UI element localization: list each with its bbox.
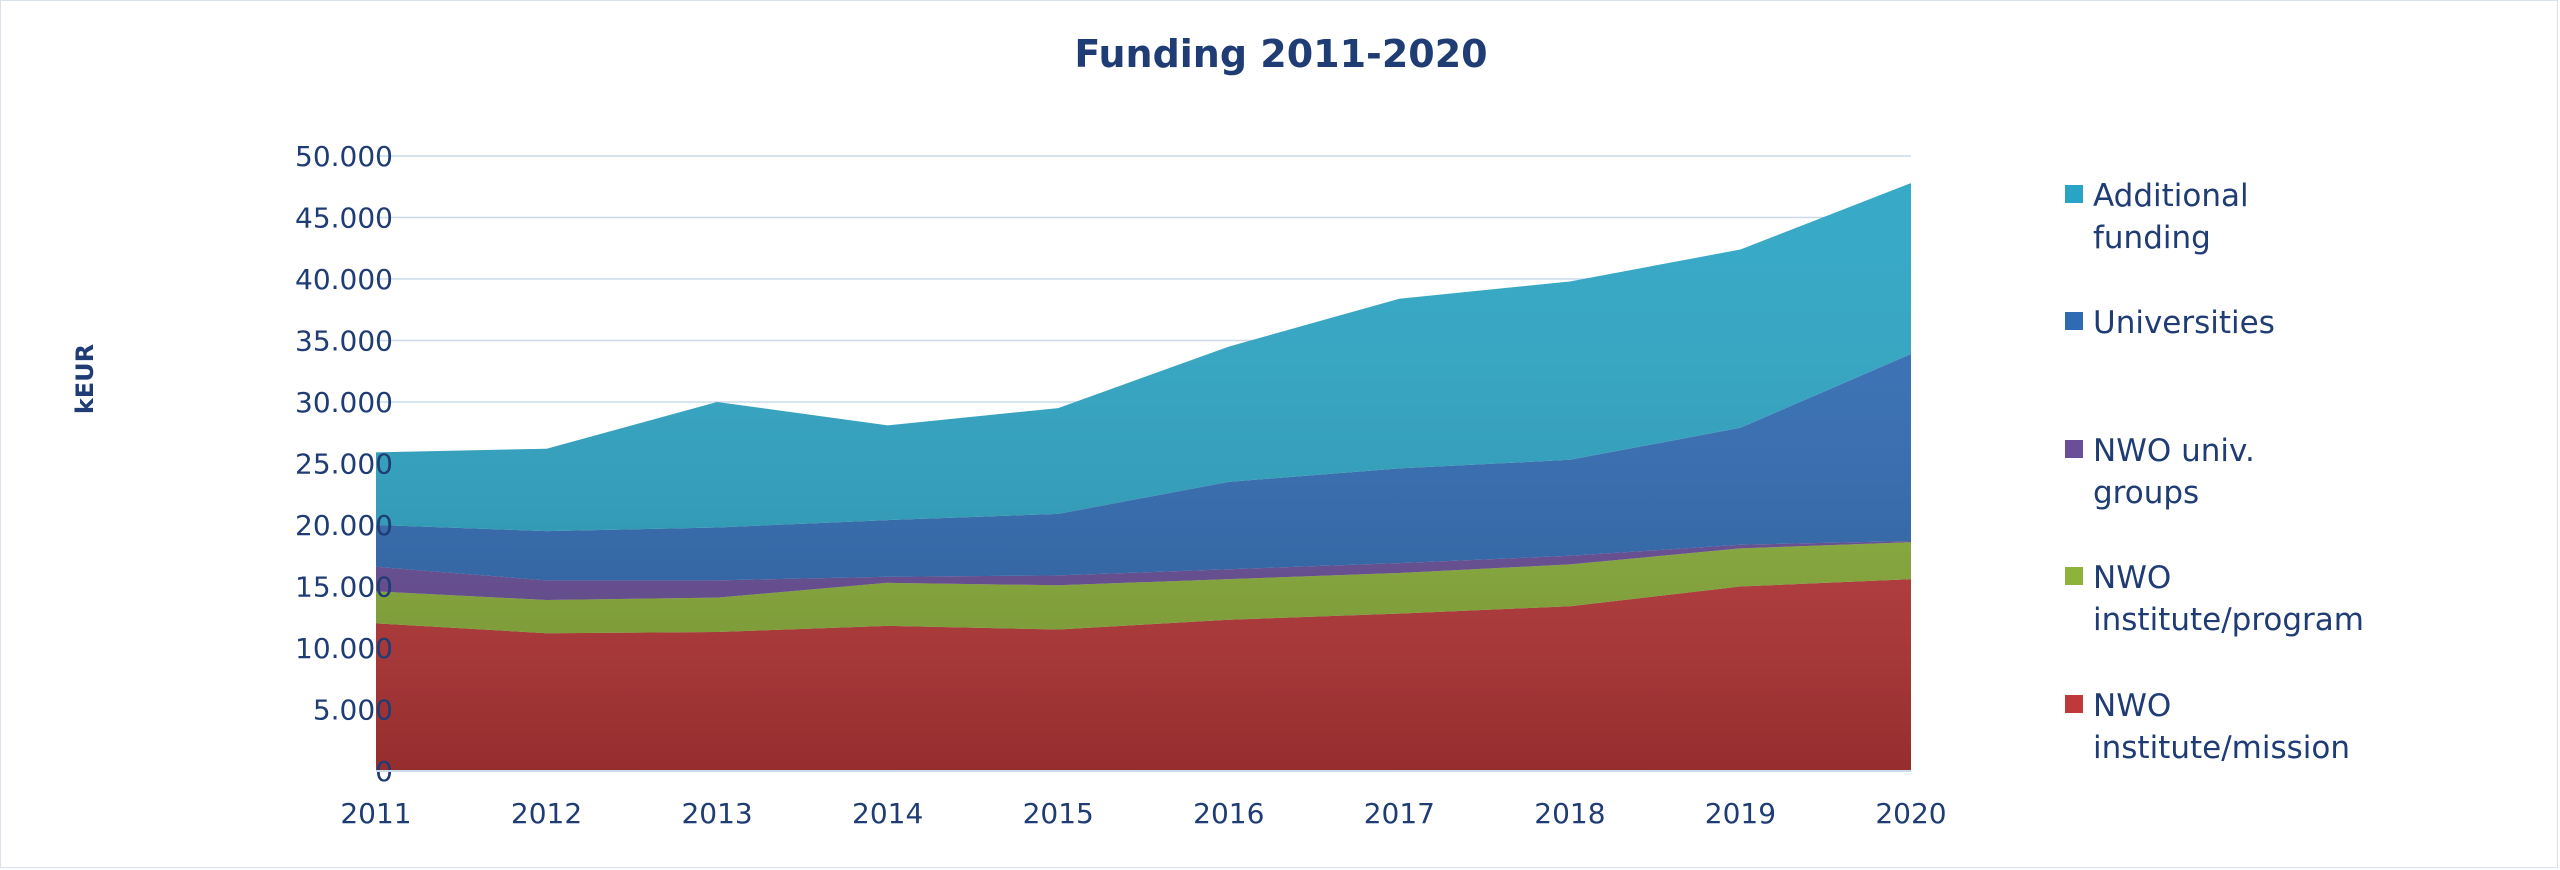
legend-entry: Additional funding: [2065, 178, 2249, 256]
y-axis-label: kEUR: [71, 344, 99, 414]
y-tick-label: 25.000: [295, 448, 393, 481]
y-tick-label: 20.000: [295, 509, 393, 542]
chart-title: Funding 2011-2020: [1074, 32, 1487, 76]
x-tick-label: 2012: [511, 797, 582, 830]
legend-entry: NWO univ. groups: [2065, 433, 2255, 511]
legend-entry: Universities: [2065, 305, 2275, 341]
legend: Additional funding Universities NWO univ. gr…: [2065, 178, 2364, 766]
x-tick-label: 2013: [681, 797, 752, 830]
legend-label: Universities: [2093, 305, 2275, 341]
x-tick-label: 2018: [1534, 797, 1605, 830]
x-tick-label: 2015: [1023, 797, 1094, 830]
legend-swatch: [2065, 695, 2083, 713]
y-tick-label: 35.000: [295, 325, 393, 358]
x-tick-label: 2011: [340, 797, 411, 830]
legend-label: NWO univ.: [2093, 433, 2255, 469]
legend-label: NWO: [2093, 688, 2171, 724]
y-tick-label: 30.000: [295, 386, 393, 419]
legend-entry: NWO institute/mission: [2065, 688, 2350, 766]
legend-swatch: [2065, 440, 2083, 458]
legend-entry: NWO institute/program: [2065, 560, 2364, 638]
y-tick-label: 45.000: [295, 202, 393, 235]
legend-label: NWO: [2093, 560, 2171, 596]
x-tick-label: 2017: [1364, 797, 1435, 830]
y-tick-label: 5.000: [313, 694, 393, 727]
axes: 05.00010.00015.00020.00025.00030.00035.0…: [295, 140, 1947, 830]
legend-label: institute/program: [2093, 602, 2364, 638]
x-tick-label: 2014: [852, 797, 923, 830]
area-shading: [376, 183, 1911, 772]
y-tick-label: 15.000: [295, 571, 393, 604]
legend-swatch: [2065, 567, 2083, 585]
legend-swatch: [2065, 185, 2083, 203]
area-shade-overlay: [376, 183, 1911, 772]
legend-label: funding: [2093, 220, 2211, 256]
x-tick-label: 2016: [1193, 797, 1264, 830]
legend-label: institute/mission: [2093, 730, 2350, 766]
legend-swatch: [2065, 312, 2083, 330]
y-tick-label: 40.000: [295, 263, 393, 296]
y-tick-label: 10.000: [295, 632, 393, 665]
legend-label: Additional: [2093, 178, 2249, 214]
x-tick-label: 2019: [1705, 797, 1776, 830]
legend-label: groups: [2093, 475, 2199, 511]
x-tick-label: 2020: [1875, 797, 1946, 830]
y-tick-label: 50.000: [295, 140, 393, 173]
